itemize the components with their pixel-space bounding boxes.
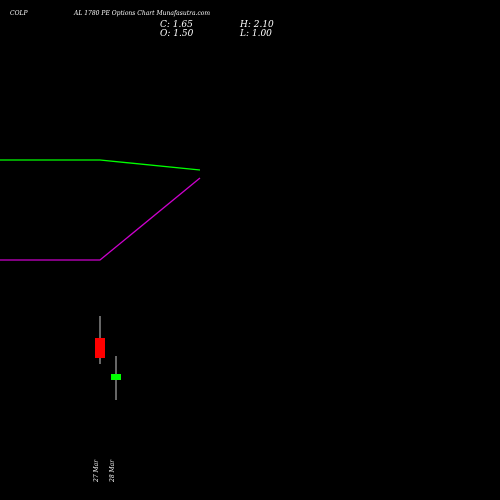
overlay-line-2 <box>0 177 201 261</box>
open-value: O: 1.50 <box>160 29 194 39</box>
chart-title: AL 1780 PE Options Chart Munafasutra.com <box>74 10 211 17</box>
x-tick-label-2: 28 Mar <box>109 459 116 483</box>
candle-body-1 <box>95 338 105 358</box>
close-value: C: 1.65 <box>160 20 193 30</box>
high-value: H: 2.10 <box>240 20 274 30</box>
low-value: L: 1.00 <box>240 29 272 39</box>
symbol-label: COLP <box>10 10 28 17</box>
x-tick-label-1: 27 Mar <box>93 459 100 483</box>
overlay-line-1 <box>0 159 201 171</box>
candle-body-2 <box>111 374 121 380</box>
